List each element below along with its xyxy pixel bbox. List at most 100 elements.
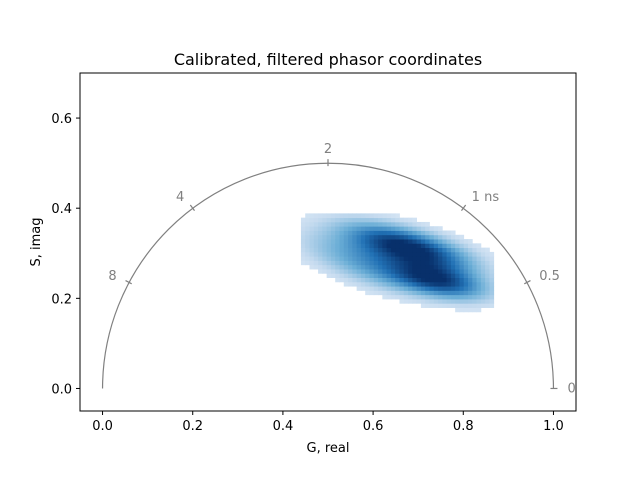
heatmap-cell (455, 247, 460, 253)
heatmap-cell (395, 260, 400, 266)
heatmap-cell (463, 264, 469, 270)
heatmap-cell (339, 217, 345, 223)
heatmap-cell (420, 247, 426, 253)
heatmap-cell (390, 260, 396, 266)
heatmap-cell (382, 217, 388, 223)
heatmap-cell (450, 286, 456, 291)
heatmap-cell (352, 277, 358, 283)
heatmap-cell (446, 260, 452, 266)
heatmap-cell (318, 213, 323, 219)
heatmap-cell (313, 243, 319, 249)
heatmap-cell (429, 230, 435, 236)
heatmap-cell (468, 277, 473, 283)
heatmap-cell (309, 260, 315, 266)
heatmap-cell (335, 247, 340, 253)
heatmap-cell (369, 260, 375, 266)
x-tick-label: 0.4 (273, 419, 294, 434)
heatmap-cell (305, 230, 310, 236)
heatmap-cell (339, 243, 345, 249)
heatmap-cell (446, 243, 452, 249)
heatmap-cell (420, 277, 426, 283)
heatmap-cell (459, 281, 465, 287)
heatmap-cell (390, 294, 396, 300)
heatmap-cell (390, 230, 396, 236)
heatmap-cell (390, 281, 396, 287)
heatmap-cell (416, 256, 422, 261)
heatmap-cell (322, 213, 328, 219)
heatmap-cell (373, 277, 379, 283)
heatmap-cell (343, 251, 349, 257)
heatmap-cell (395, 239, 400, 244)
heatmap-cell (360, 243, 366, 249)
heatmap-cell (335, 217, 340, 223)
heatmap-cell (489, 273, 495, 279)
heatmap-cell (395, 251, 400, 257)
heatmap-cell (446, 234, 452, 240)
heatmap-cell (472, 294, 477, 300)
heatmap-cell (442, 273, 447, 279)
heatmap-cell (429, 273, 435, 279)
heatmap-cell (433, 264, 439, 270)
heatmap-cell (403, 294, 409, 300)
heatmap-cell (390, 264, 396, 270)
heatmap-cell (459, 277, 465, 283)
heatmap-cell (335, 256, 340, 261)
heatmap-cell (420, 269, 426, 274)
heatmap-cell (433, 234, 439, 240)
heatmap-cell (489, 294, 495, 300)
heatmap-cell (429, 256, 435, 261)
heatmap-cell (386, 264, 392, 270)
heatmap-cell (429, 281, 435, 287)
heatmap-cell (403, 251, 409, 257)
heatmap-cell (360, 234, 366, 240)
heatmap-cell (442, 239, 447, 244)
heatmap-cell (438, 251, 443, 257)
heatmap-cell (348, 230, 353, 236)
heatmap-cell (446, 264, 452, 270)
heatmap-cell (408, 290, 413, 296)
heatmap-cell (408, 277, 413, 283)
heatmap-cell (412, 277, 418, 283)
heatmap-cell (356, 269, 362, 274)
heatmap-cell (365, 230, 370, 236)
heatmap-cell (348, 264, 353, 270)
heatmap-cell (433, 226, 439, 231)
heatmap-cell (412, 234, 418, 240)
heatmap-cell (468, 269, 473, 274)
heatmap-cell (463, 256, 469, 261)
heatmap-cell (300, 230, 306, 236)
heatmap-cell (438, 264, 443, 270)
heatmap-cell (330, 226, 336, 231)
heatmap-cell (408, 260, 413, 266)
heatmap-cell (335, 251, 340, 257)
heatmap-cell (352, 243, 358, 249)
heatmap-cell (378, 281, 383, 287)
heatmap-cell (446, 294, 452, 300)
heatmap-cell (339, 251, 345, 257)
heatmap-cell (326, 226, 332, 231)
heatmap-cell (343, 281, 349, 287)
heatmap-cell (442, 303, 447, 308)
heatmap-cell (420, 251, 426, 257)
heatmap-cell (485, 260, 490, 266)
heatmap-cell (433, 243, 439, 249)
heatmap-cell (459, 264, 465, 270)
heatmap-cell (480, 294, 486, 300)
heatmap-cell (373, 264, 379, 270)
heatmap-cell (365, 234, 370, 240)
heatmap-cell (322, 256, 328, 261)
heatmap-cell (450, 290, 456, 296)
heatmap-cell (318, 256, 323, 261)
heatmap-cell (369, 217, 375, 223)
heatmap-cell (378, 256, 383, 261)
heatmap-cell (476, 243, 482, 249)
heatmap-cell (480, 290, 486, 296)
heatmap-cell (360, 226, 366, 231)
heatmap-cell (399, 247, 405, 253)
heatmap-cell (433, 294, 439, 300)
heatmap-cell (352, 273, 358, 279)
heatmap-cell (463, 273, 469, 279)
heatmap-cell (485, 290, 490, 296)
heatmap-cell (416, 226, 422, 231)
heatmap-cell (373, 260, 379, 266)
